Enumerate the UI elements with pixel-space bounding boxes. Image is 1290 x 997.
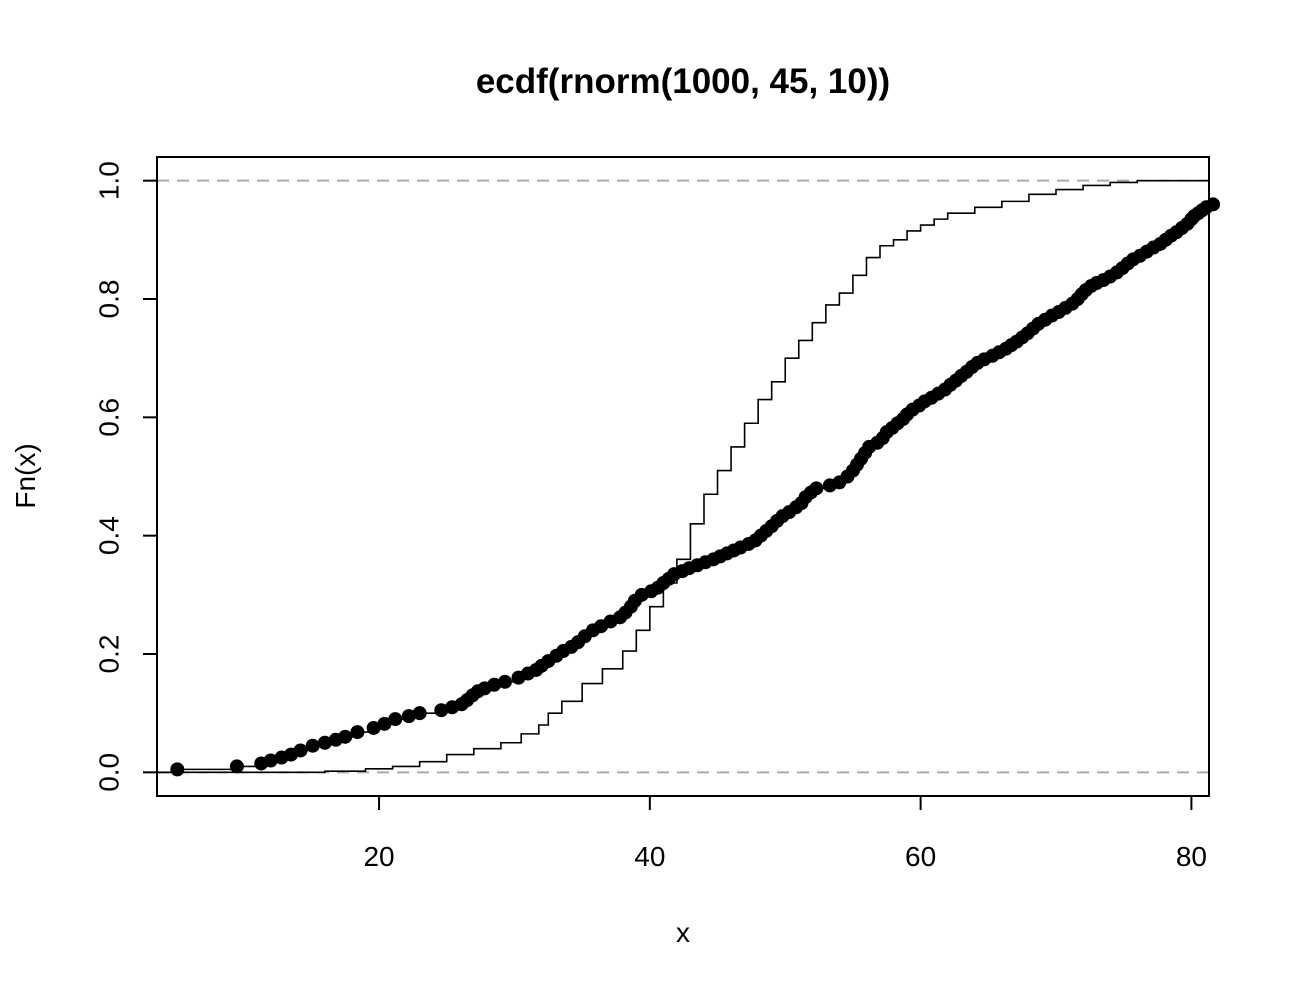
y-tick-label: 0.8 <box>93 280 124 319</box>
data-point <box>377 716 392 731</box>
series-points <box>170 197 1221 777</box>
y-tick-label: 0.2 <box>93 635 124 674</box>
y-tick-label: 0.0 <box>93 753 124 792</box>
x-tick-label: 60 <box>905 841 936 872</box>
y-axis-label: Fn(x) <box>10 443 41 508</box>
data-point <box>809 481 824 496</box>
data-point <box>487 677 502 692</box>
y-axis: 0.0 0.2 0.4 0.6 0.8 1.0 <box>93 161 158 792</box>
data-point <box>317 735 332 750</box>
data-point <box>434 703 449 718</box>
x-tick-label: 40 <box>634 841 665 872</box>
reference-lines <box>157 179 1209 774</box>
x-tick-label: 80 <box>1176 841 1207 872</box>
data-point <box>263 753 278 768</box>
series-1-steps <box>157 179 1209 774</box>
x-tick-label: 20 <box>363 841 394 872</box>
y-tick-label: 0.4 <box>93 516 124 555</box>
data-point <box>412 706 427 721</box>
data-point <box>229 759 244 774</box>
data-point <box>497 674 512 689</box>
chart-title: ecdf(rnorm(1000, 45, 10)) <box>476 62 890 101</box>
y-tick-label: 0.6 <box>93 398 124 437</box>
data-point <box>388 712 403 727</box>
data-point <box>338 729 353 744</box>
x-axis-label: x <box>676 917 690 948</box>
data-point <box>305 738 320 753</box>
data-point <box>401 709 416 724</box>
x-axis: 20 40 60 80 <box>363 795 1207 872</box>
data-point <box>293 743 308 758</box>
data-point <box>350 725 365 740</box>
data-point <box>170 762 185 777</box>
data-point <box>366 720 381 735</box>
y-tick-label: 1.0 <box>93 161 124 200</box>
